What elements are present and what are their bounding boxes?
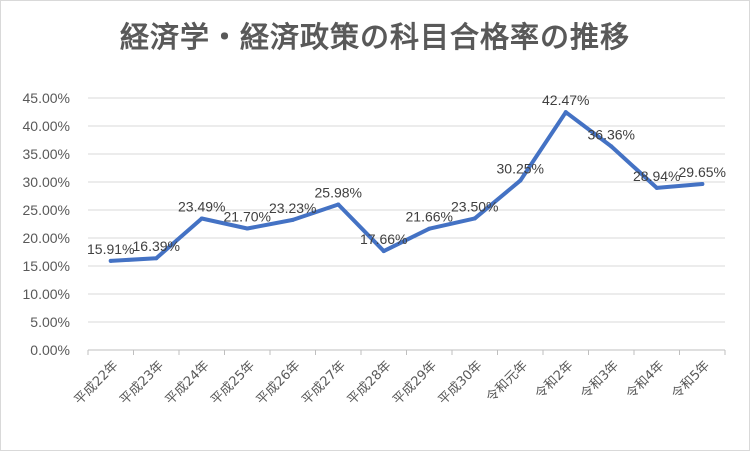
y-tick-label: 10.00% [23,286,70,302]
data-label: 23.49% [178,198,225,214]
x-tick-label: 平成25年 [208,358,258,408]
data-label: 23.50% [451,198,498,214]
data-point [700,181,705,186]
chart-title: 経済学・経済政策の科目合格率の推移 [119,20,630,54]
x-tick-label: 令和5年 [669,358,713,402]
data-label: 15.91% [87,241,134,257]
data-point [427,226,432,231]
data-point [563,110,568,115]
data-label: 36.36% [588,126,635,142]
y-tick-label: 30.00% [23,174,70,190]
data-point [336,202,341,207]
data-label: 17.66% [360,231,407,247]
x-tick-label: 令和元年 [484,358,531,405]
data-point [245,226,250,231]
y-tick-label: 0.00% [30,342,70,358]
x-tick-label: 平成23年 [117,358,167,408]
y-tick-label: 25.00% [23,202,70,218]
data-label: 23.23% [269,200,316,216]
x-tick-label: 平成24年 [163,358,213,408]
data-point [609,144,614,149]
x-tick-label: 平成30年 [436,358,486,408]
data-label: 28.94% [633,168,680,184]
x-tick-label: 平成27年 [299,358,349,408]
data-point [518,178,523,183]
x-tick-label: 平成28年 [345,358,395,408]
data-point [472,216,477,221]
data-label: 21.70% [224,208,271,224]
data-label: 29.65% [679,164,726,180]
data-point [654,185,659,190]
data-point [199,216,204,221]
y-tick-label: 35.00% [23,146,70,162]
data-point [290,217,295,222]
data-point [381,249,386,254]
y-tick-label: 20.00% [23,230,70,246]
y-tick-label: 40.00% [23,118,70,134]
data-label: 30.25% [497,161,544,177]
x-tick-label: 令和2年 [533,358,577,402]
data-point [154,256,159,261]
data-point [108,258,113,263]
series-line [108,110,705,263]
x-tick-label: 平成29年 [390,358,440,408]
data-label: 42.47% [542,92,589,108]
y-tick-label: 45.00% [23,90,70,106]
x-tick-label: 令和4年 [624,358,668,402]
data-label: 21.66% [406,209,453,225]
y-tick-label: 15.00% [23,258,70,274]
data-label: 25.98% [315,185,362,201]
x-tick-label: 平成22年 [72,358,122,408]
x-tick-label: 令和3年 [578,358,622,402]
y-tick-label: 5.00% [30,314,70,330]
data-label: 16.39% [133,238,180,254]
x-tick-label: 平成26年 [254,358,304,408]
